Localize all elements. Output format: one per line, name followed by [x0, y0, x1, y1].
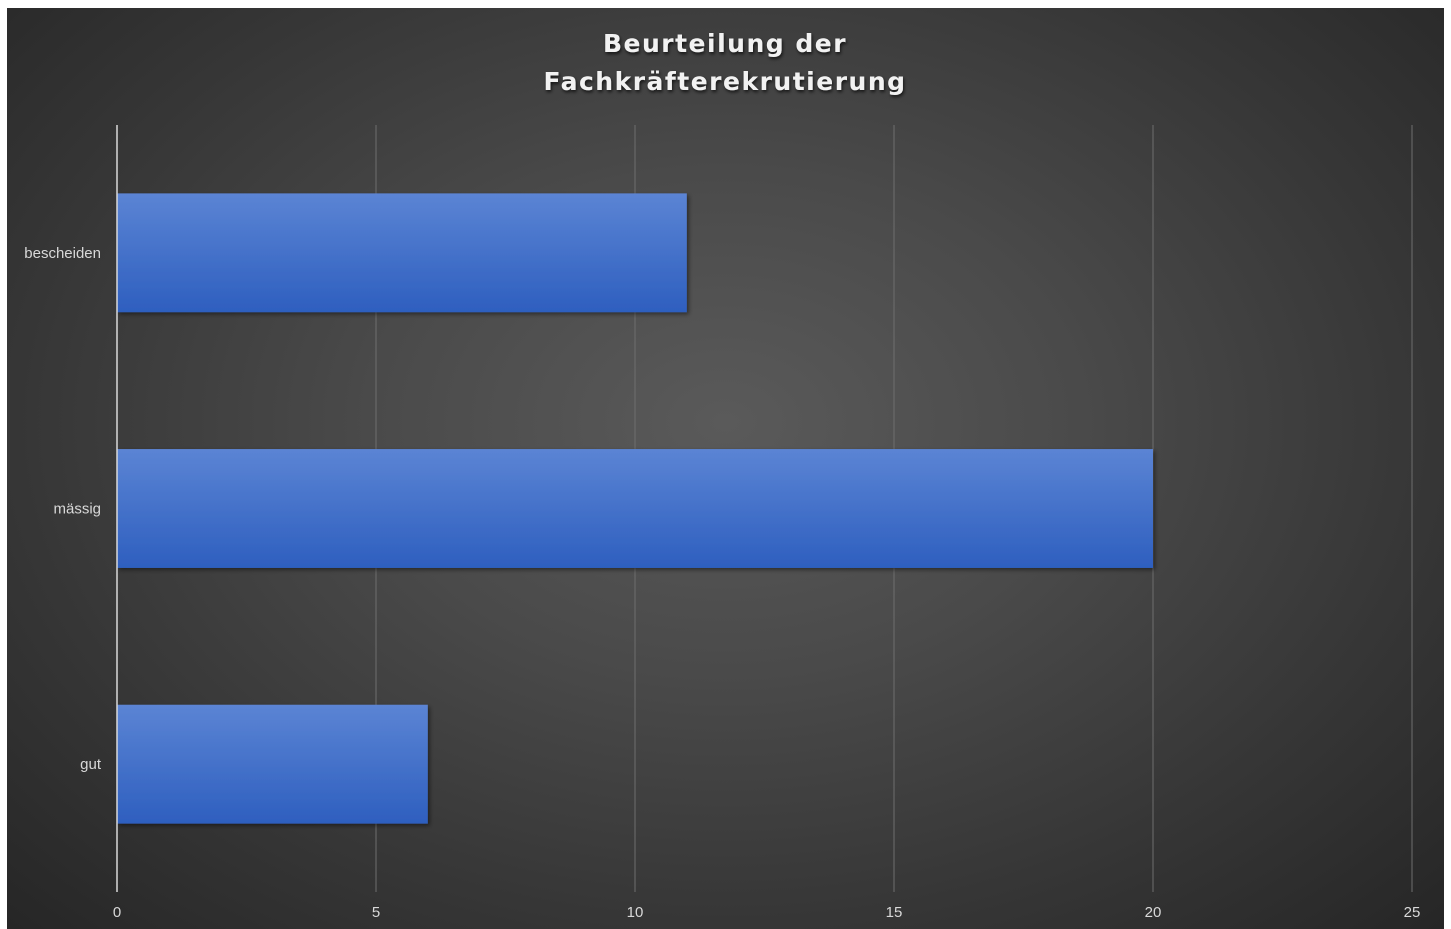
- chart-title: Beurteilung der Fachkräfterekrutierung: [543, 29, 906, 96]
- chart-area: Beurteilung der Fachkräfterekrutierung 0…: [7, 8, 1444, 929]
- x-tick-labels: 0 5 10 15 20 25: [113, 904, 1421, 921]
- bars: [117, 193, 1153, 824]
- x-tick-label: 20: [1145, 904, 1162, 921]
- category-labels: bescheiden mässig gut: [24, 245, 102, 773]
- bar-bescheiden: [117, 193, 687, 313]
- bar-mässig: [117, 449, 1153, 568]
- category-label-gut: gut: [80, 756, 102, 773]
- chart-title-line-2: Fachkräfterekrutierung: [543, 67, 906, 96]
- chart-title-line-1: Beurteilung der: [603, 29, 847, 58]
- category-label-mässig: mässig: [53, 501, 101, 518]
- bar-gut: [117, 704, 428, 824]
- x-tick-label: 5: [372, 904, 380, 921]
- x-tick-label: 10: [627, 904, 644, 921]
- category-label-bescheiden: bescheiden: [24, 245, 101, 262]
- x-tick-label: 25: [1404, 904, 1421, 921]
- bar-chart: Beurteilung der Fachkräfterekrutierung 0…: [24, 29, 1421, 921]
- x-tick-label: 15: [886, 904, 903, 921]
- x-tick-label: 0: [113, 904, 121, 921]
